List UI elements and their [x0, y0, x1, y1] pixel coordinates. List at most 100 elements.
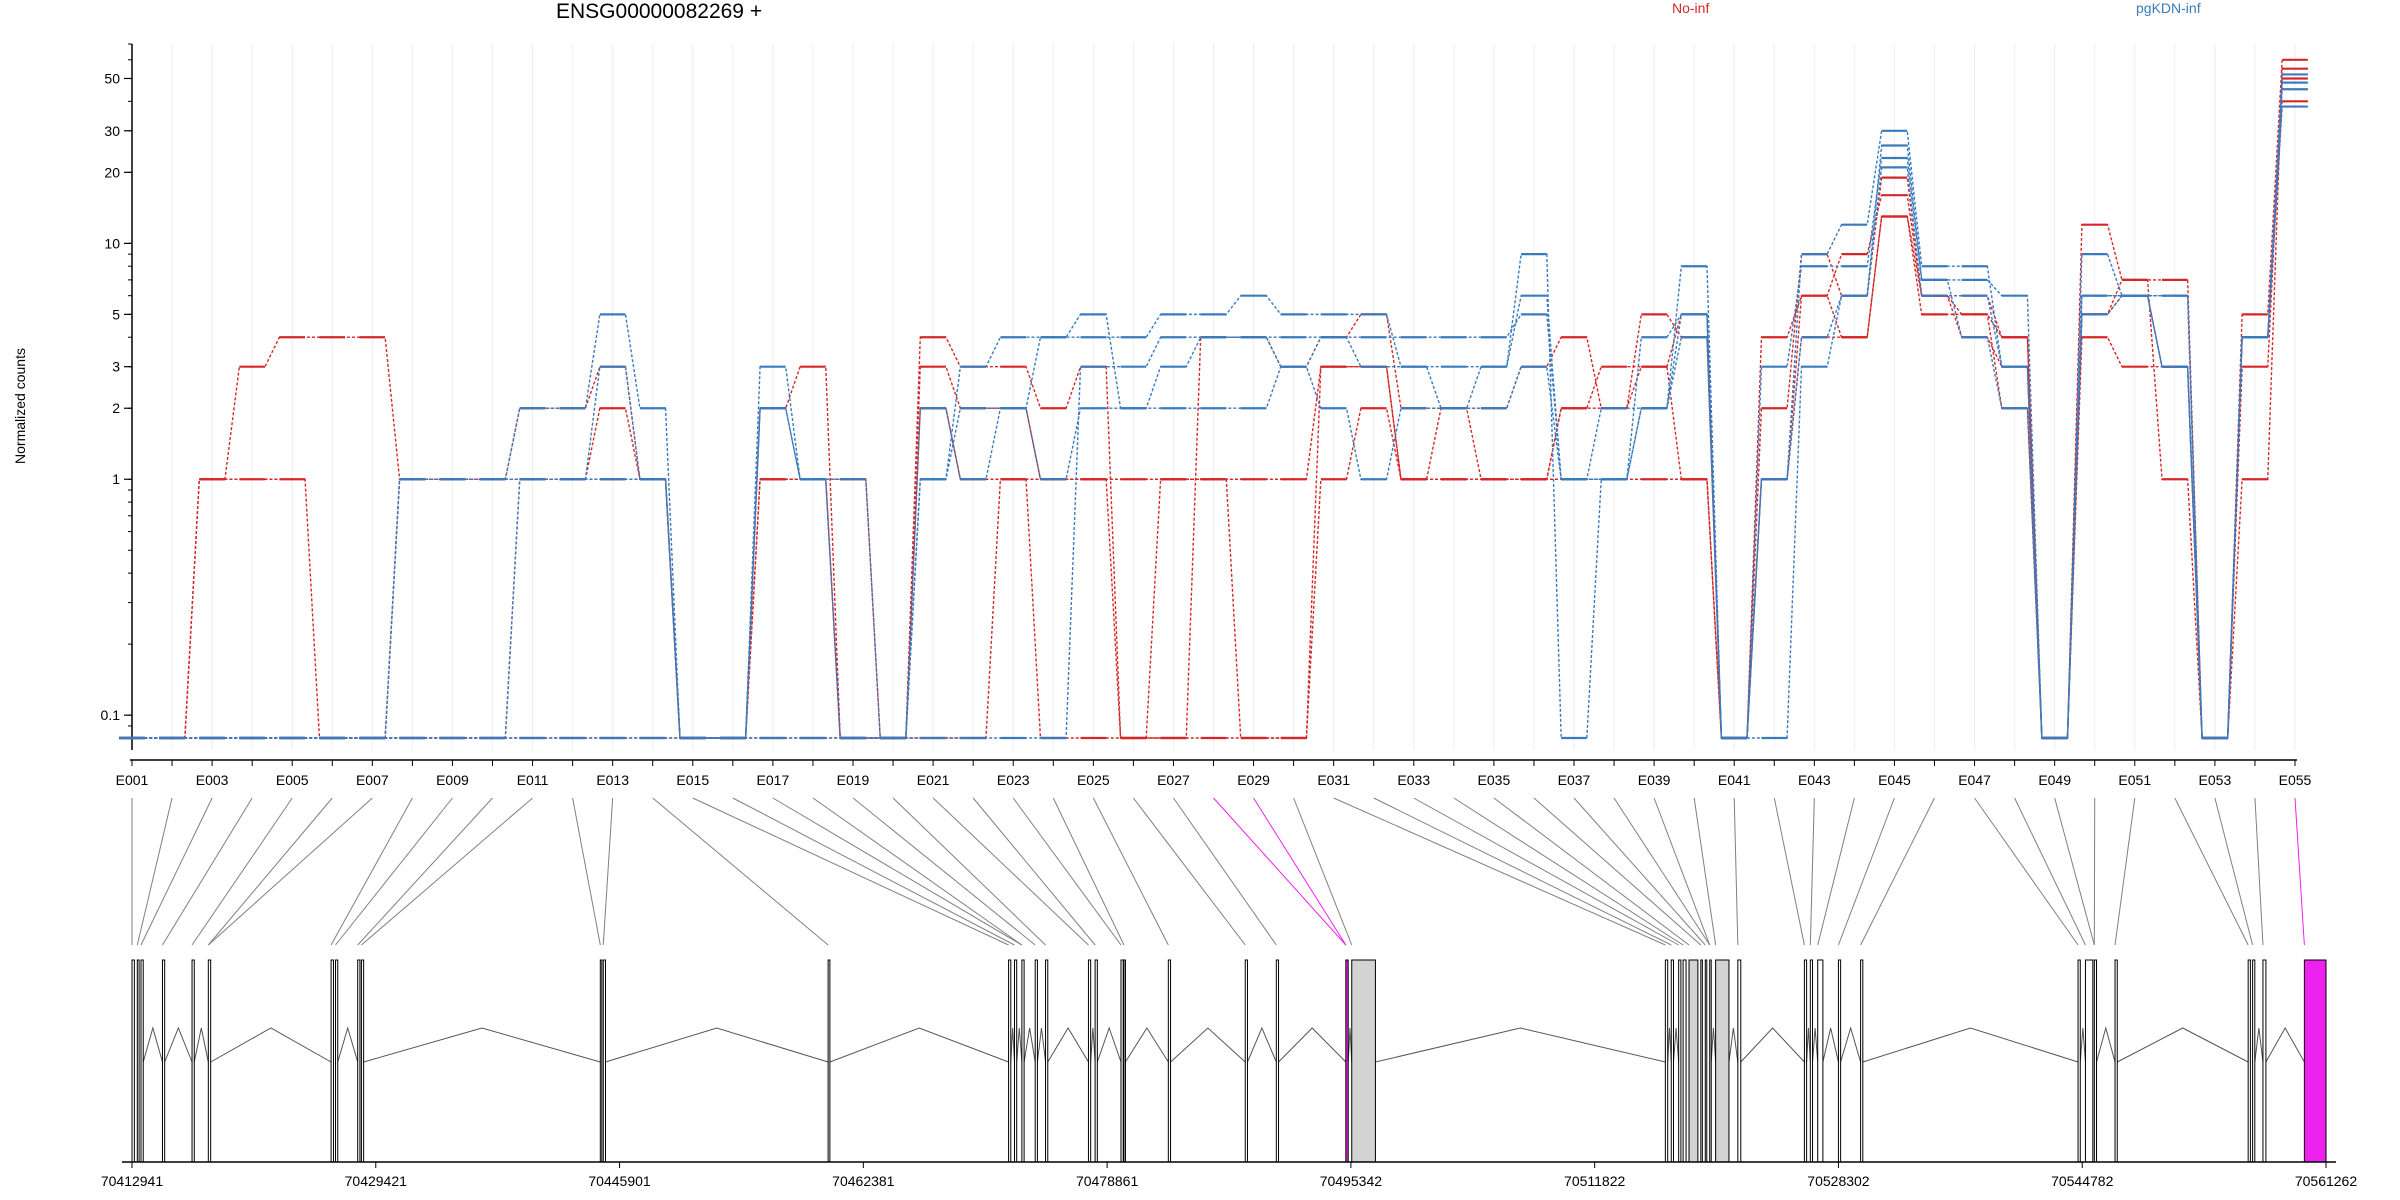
- x-tick-label: E013: [596, 772, 629, 788]
- exon-block: [2303, 959, 2327, 1163]
- intron: [2096, 1026, 2116, 1063]
- exon-block: [1704, 959, 1708, 1163]
- x-tick-label: E049: [2038, 772, 2071, 788]
- intron: [605, 1027, 829, 1063]
- x-tick-label: E003: [196, 772, 229, 788]
- genomic-axis: 70412941 70429421 70445901 70462381 70478861…: [101, 1161, 2357, 1189]
- y-tick-label: 50: [104, 70, 120, 86]
- intron: [1010, 1027, 1015, 1063]
- connector-line: [1493, 797, 1690, 946]
- intron: [1036, 1027, 1047, 1063]
- exon-block: [2093, 959, 2098, 1163]
- exon-block: [1123, 959, 1126, 1163]
- x-tick-label: E023: [997, 772, 1030, 788]
- x-tick-label: E033: [1397, 772, 1430, 788]
- exon-block: [1045, 959, 1049, 1163]
- x-tick-label: E027: [1157, 772, 1190, 788]
- connector-line: [1253, 797, 1347, 946]
- genomic-tick-label: 70445901: [588, 1173, 651, 1189]
- x-tick-label: E035: [1478, 772, 1511, 788]
- series-pgkdn-inf-4: [119, 105, 2308, 740]
- x-tick-label: E007: [356, 772, 389, 788]
- y-tick-label: 10: [104, 235, 120, 251]
- connector-line: [361, 797, 533, 946]
- intron: [210, 1027, 332, 1063]
- x-tick-label: E043: [1798, 772, 1831, 788]
- connector-line: [2114, 797, 2136, 946]
- connector-line: [1573, 797, 1706, 946]
- exon-block: [1087, 959, 1092, 1163]
- intron: [1728, 1027, 1739, 1063]
- exon-block: [1737, 959, 1742, 1163]
- x-tick-label: E005: [276, 772, 309, 788]
- connector-line: [1809, 797, 1815, 946]
- exon-block: [1244, 959, 1248, 1163]
- exon-block: [602, 959, 606, 1163]
- y-tick-label: 20: [104, 164, 120, 180]
- exon-block: [1860, 959, 1864, 1163]
- gene-model: [131, 959, 2327, 1163]
- x-tick-label: E009: [436, 772, 469, 788]
- intron: [1740, 1027, 1805, 1063]
- connector-line: [1974, 797, 2079, 946]
- connector-line: [1453, 797, 1684, 946]
- intron: [1247, 1026, 1277, 1063]
- x-tick-label: E051: [2118, 772, 2151, 788]
- intron: [1016, 1027, 1023, 1063]
- exon-connectors: [131, 797, 2305, 946]
- x-tick-label: E053: [2199, 772, 2232, 788]
- exon-block: [1021, 959, 1025, 1163]
- connector-line: [1012, 797, 1122, 946]
- intron: [1667, 1027, 1672, 1063]
- exon-block: [1345, 959, 1349, 1163]
- gene-title: ENSG00000082269 +: [556, 0, 763, 23]
- connector-line: [140, 797, 213, 946]
- exon-block: [131, 959, 135, 1163]
- connector-line: [2014, 797, 2086, 946]
- exon-block: [1809, 959, 1814, 1163]
- exon-block: [1803, 959, 1808, 1163]
- y-tick-label: 1: [112, 471, 120, 487]
- exon-block: [2247, 959, 2251, 1163]
- connector-line: [932, 797, 1089, 946]
- connector-line: [1653, 797, 1711, 946]
- exon-block: [2114, 959, 2118, 1163]
- intron: [1672, 1027, 1680, 1063]
- connector-line: [207, 797, 373, 946]
- exon-block: [1682, 959, 1687, 1163]
- connector-line: [2254, 797, 2264, 946]
- intron: [1096, 1026, 1122, 1063]
- exon-block: [1094, 959, 1098, 1163]
- genomic-tick-label: 70511822: [1564, 1173, 1625, 1189]
- intron: [1347, 1027, 1353, 1063]
- x-tick-label: E025: [1077, 772, 1110, 788]
- intron: [1125, 1027, 1169, 1063]
- connector-line: [972, 797, 1096, 946]
- connector-line: [207, 797, 333, 946]
- connector-line: [2214, 797, 2254, 946]
- intron: [193, 1027, 209, 1063]
- connector-line: [1773, 797, 1805, 946]
- exon-block: [1688, 959, 1699, 1163]
- connector-line: [1860, 797, 1935, 946]
- connector-line: [1132, 797, 1246, 946]
- y-axis: 0.1 1 2 3 5 10 20 30 50: [101, 43, 133, 750]
- intron: [363, 1027, 601, 1063]
- exon-block: [827, 959, 831, 1163]
- exon-block: [1678, 959, 1682, 1163]
- x-tick-label: E055: [2279, 772, 2312, 788]
- connector-line: [1817, 797, 1855, 946]
- intron: [2265, 1026, 2305, 1063]
- connector-line: [1533, 797, 1702, 946]
- intron: [1822, 1027, 1839, 1063]
- connector-line: [191, 797, 293, 946]
- x-tick-label: E001: [116, 772, 149, 788]
- exon-block: [2252, 959, 2256, 1163]
- connector-line: [772, 797, 1023, 946]
- exon-block: [1351, 959, 1376, 1163]
- genomic-tick-label: 70478861: [1076, 1173, 1139, 1189]
- exon-block: [599, 959, 603, 1163]
- genomic-tick-label: 70429421: [345, 1173, 408, 1189]
- connector-line: [1613, 797, 1711, 946]
- exon-block: [1709, 959, 1712, 1163]
